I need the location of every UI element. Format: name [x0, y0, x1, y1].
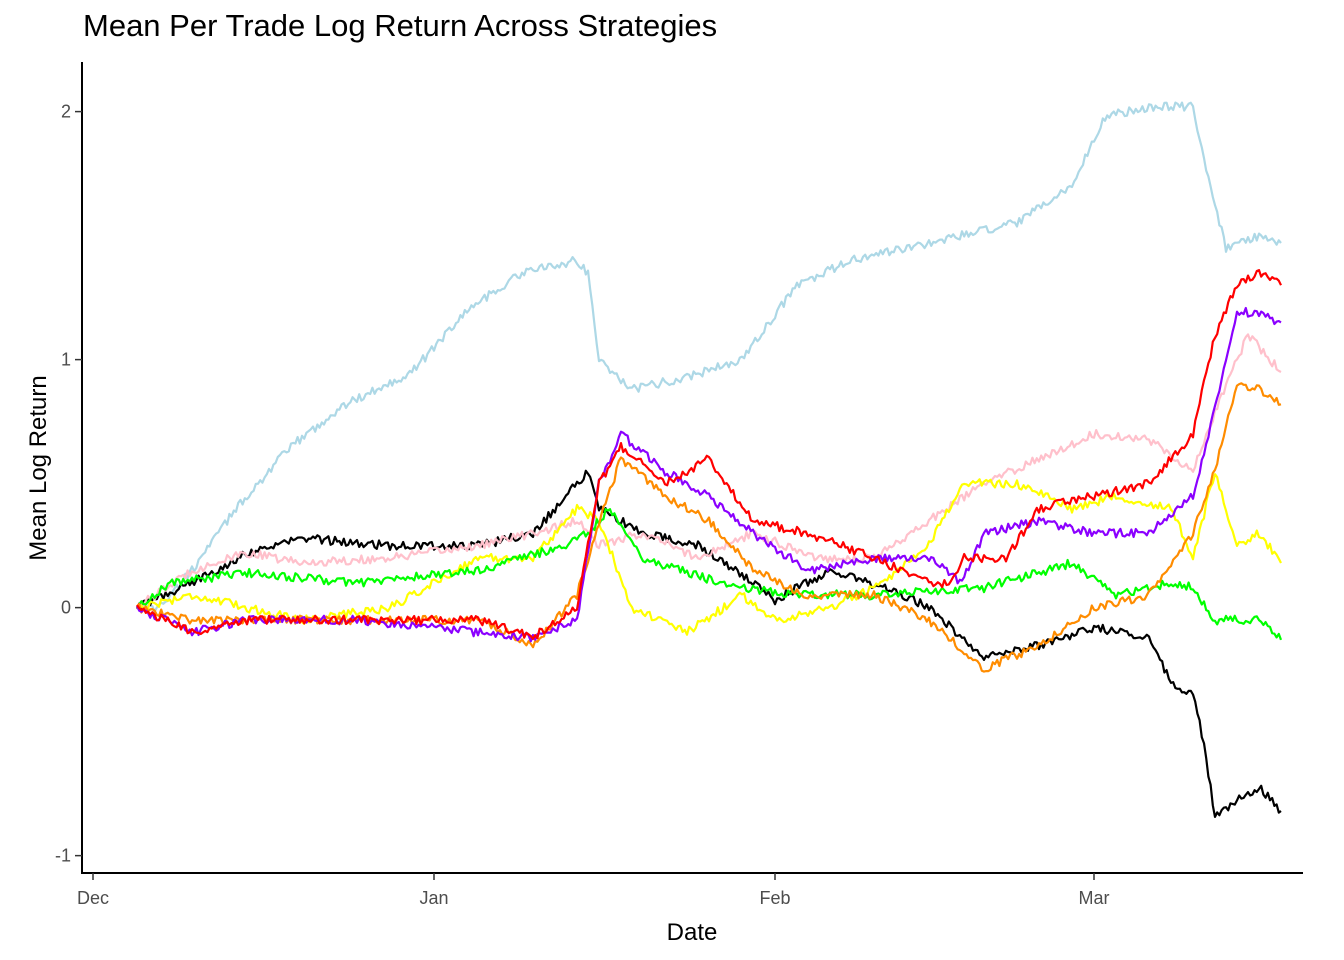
- series-line-8: [136, 269, 1282, 641]
- series-line-1: [136, 101, 1282, 613]
- y-axis-title: Mean Log Return: [25, 375, 52, 560]
- y-axis-ticks: -1 0 1 2: [55, 102, 82, 866]
- chart-title: Mean Per Trade Log Return Across Strateg…: [83, 8, 718, 43]
- x-tick-label: Mar: [1079, 888, 1110, 908]
- x-tick-label: Dec: [77, 888, 109, 908]
- series-line-6: [136, 382, 1282, 673]
- x-tick-label: Feb: [759, 888, 790, 908]
- series-line-5: [136, 508, 1283, 641]
- series-line-7: [135, 306, 1282, 643]
- series-layer: [135, 101, 1283, 818]
- y-tick-label: 2: [61, 102, 71, 122]
- y-tick-label: -1: [55, 846, 71, 866]
- x-tick-label: Jan: [419, 888, 448, 908]
- y-tick-label: 0: [61, 598, 71, 618]
- series-line-3: [136, 333, 1282, 611]
- x-axis-title: Date: [667, 919, 718, 946]
- x-axis-ticks: Dec Jan Feb Mar: [77, 873, 1110, 908]
- series-line-2: [135, 469, 1282, 818]
- y-tick-label: 1: [61, 350, 71, 370]
